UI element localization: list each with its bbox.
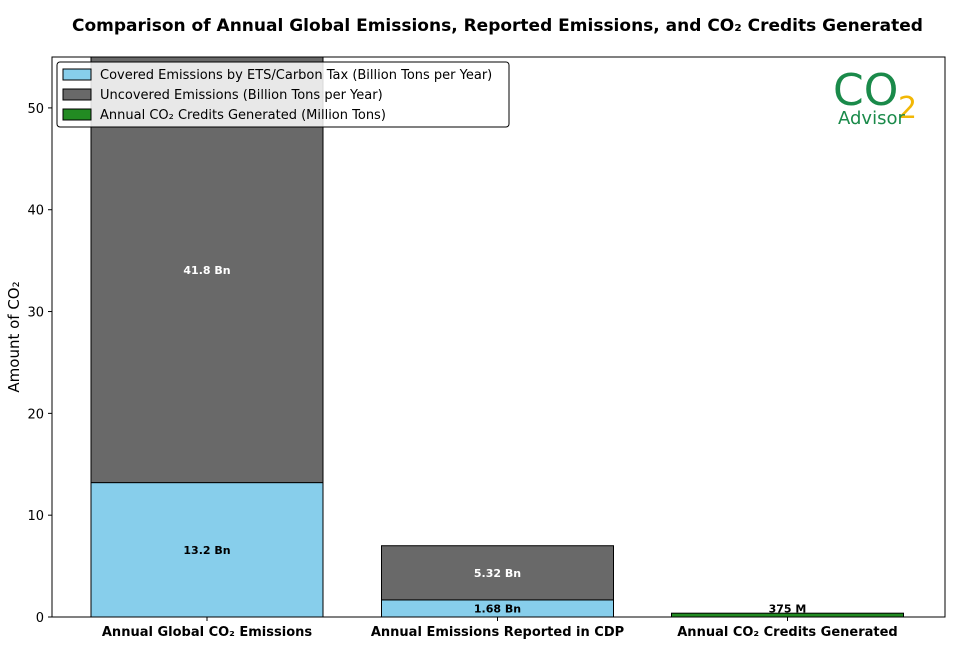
y-tick-label: 0 [36,611,44,626]
x-tick-label: Annual CO₂ Credits Generated [677,625,897,640]
y-axis-label: Amount of CO₂ [5,281,23,392]
plot-frame [51,56,946,618]
bar-segment [90,482,324,617]
bar-data-label: 375 M [769,603,807,616]
legend-label: Uncovered Emissions (Billion Tons per Ye… [100,88,383,103]
legend-swatch [62,108,92,121]
bar-segment [381,545,614,601]
legend: Covered Emissions by ETS/Carbon Tax (Bil… [56,61,510,128]
bar-segment [671,612,904,617]
logo-two-text: 2 [898,91,917,126]
legend-label: Covered Emissions by ETS/Carbon Tax (Bil… [100,68,492,83]
bar-labels-layer: 13.2 Bn 41.8 Bn 1.68 Bn 5.32 Bn 375 M [183,264,806,616]
x-tick-label: Annual Emissions Reported in CDP [371,625,624,640]
bar-data-label: 13.2 Bn [183,544,230,557]
co2-advisor-logo: CO 2 Advisor [833,65,917,129]
chart-title: Comparison of Annual Global Emissions, R… [72,16,923,36]
axes-layer: Annual Global CO₂ Emissions Annual Emissi… [27,56,946,640]
bars-layer [90,57,904,617]
y-tick-label: 20 [27,407,44,422]
x-tick-label: Annual Global CO₂ Emissions [102,625,313,640]
y-tick-label: 30 [27,306,44,321]
y-tick-label: 50 [27,102,44,117]
logo-co-text: CO [833,65,898,116]
legend-label: Annual CO₂ Credits Generated (Million To… [100,108,386,123]
bar-segment [90,57,324,484]
bar-data-label: 1.68 Bn [474,602,521,615]
logo-advisor-text: Advisor [838,108,905,129]
y-tick-label: 40 [27,204,44,219]
bar-data-label: 5.32 Bn [474,567,521,580]
y-tick-label: 10 [27,509,44,524]
bar-data-label: 41.8 Bn [183,264,230,277]
legend-swatch [62,88,92,101]
legend-box [56,61,510,128]
legend-swatch [62,68,92,81]
